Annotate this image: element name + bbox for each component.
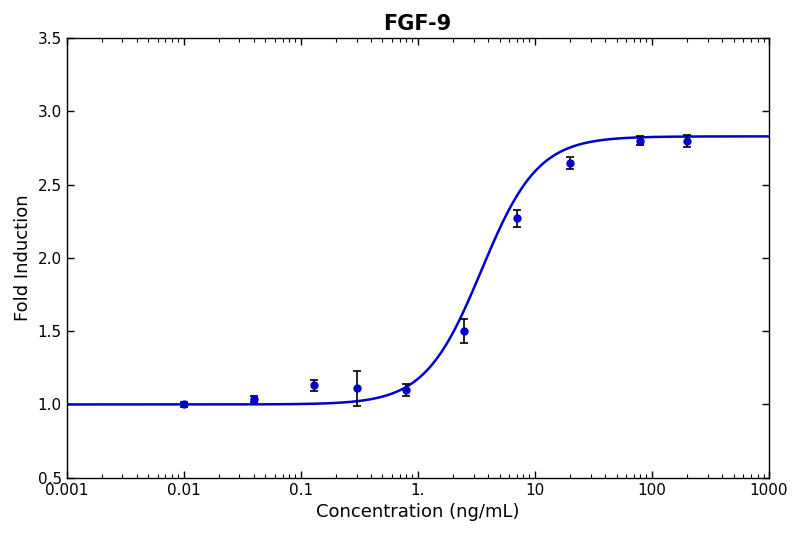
Y-axis label: Fold Induction: Fold Induction bbox=[14, 195, 32, 322]
X-axis label: Concentration (ng/mL): Concentration (ng/mL) bbox=[316, 503, 520, 521]
Title: FGF-9: FGF-9 bbox=[383, 14, 452, 34]
